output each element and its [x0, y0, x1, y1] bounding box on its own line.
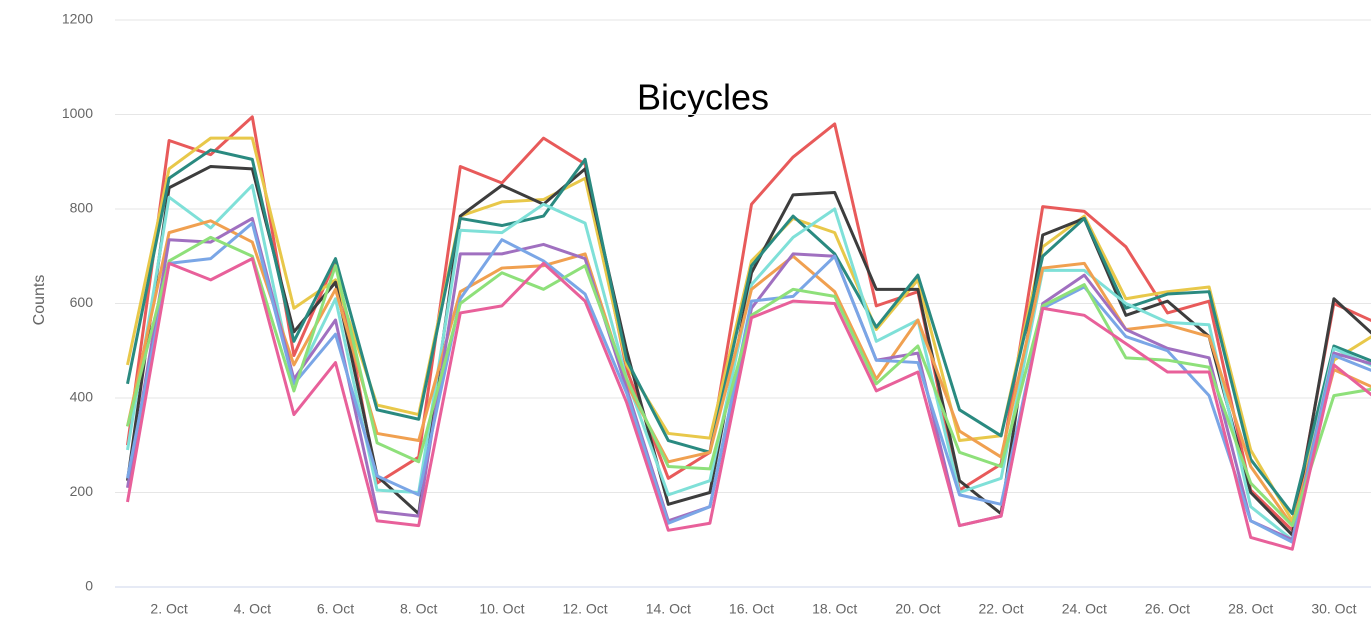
x-tick-label: 18. Oct	[812, 601, 857, 617]
x-tick-label: 14. Oct	[646, 601, 691, 617]
series-line	[126, 219, 1371, 528]
x-tick-label: 26. Oct	[1145, 601, 1190, 617]
x-tick-label: 12. Oct	[563, 601, 608, 617]
x-tick-label: 20. Oct	[895, 601, 940, 617]
x-tick-label: 28. Oct	[1228, 601, 1273, 617]
x-tick-label: 22. Oct	[979, 601, 1024, 617]
chart-title: Bicycles	[637, 77, 769, 118]
y-tick-label: 600	[70, 294, 94, 310]
y-axis-label: Counts	[31, 275, 48, 326]
series-line	[126, 257, 1371, 551]
x-tick-label: 16. Oct	[729, 601, 774, 617]
y-tick-label: 0	[85, 578, 93, 594]
y-tick-label: 1200	[62, 11, 93, 27]
x-tick-label: 8. Oct	[400, 601, 437, 617]
series-line	[126, 221, 1371, 544]
series-line	[126, 235, 1371, 528]
series-line	[126, 164, 1371, 537]
x-tick-label: 10. Oct	[479, 601, 524, 617]
series-line	[126, 148, 1371, 516]
series-line	[126, 183, 1371, 542]
y-tick-label: 200	[70, 483, 94, 499]
series-line	[126, 136, 1371, 523]
y-tick-label: 800	[70, 200, 94, 216]
x-tick-label: 6. Oct	[317, 601, 354, 617]
x-tick-label: 30. Oct	[1311, 601, 1356, 617]
x-tick-label: 4. Oct	[234, 601, 271, 617]
x-tick-label: 24. Oct	[1062, 601, 1107, 617]
x-tick-label: 2. Oct	[150, 601, 187, 617]
y-tick-label: 1000	[62, 105, 93, 121]
y-tick-label: 400	[70, 389, 94, 405]
